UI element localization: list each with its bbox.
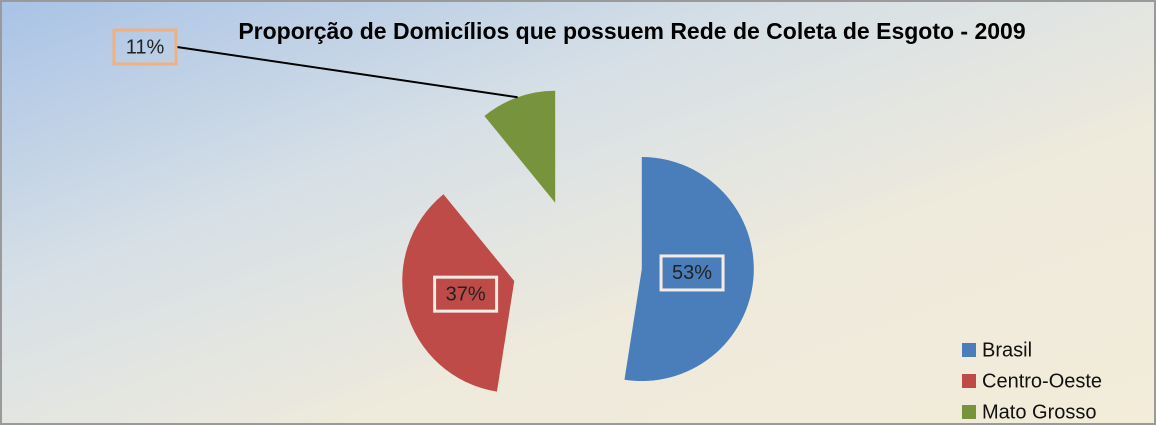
legend-swatch bbox=[962, 374, 976, 388]
label-box bbox=[433, 275, 499, 313]
legend-swatch bbox=[962, 343, 976, 357]
label-box bbox=[659, 254, 725, 292]
legend-label: Brasil bbox=[982, 339, 1032, 361]
pie-slice bbox=[484, 90, 556, 203]
data-label: 53% bbox=[672, 262, 712, 284]
chart-title: Proporção de Domicílios que possuem Rede… bbox=[238, 18, 1026, 44]
pie-slice bbox=[402, 194, 515, 392]
data-label: 37% bbox=[446, 283, 486, 305]
label-box bbox=[112, 28, 178, 66]
legend-swatch bbox=[962, 405, 976, 419]
pie-slice bbox=[624, 157, 754, 382]
legend-label: Mato Grosso bbox=[982, 401, 1096, 423]
legend-label: Centro-Oeste bbox=[982, 370, 1102, 392]
leader-line bbox=[176, 46, 518, 99]
data-label: 11% bbox=[126, 36, 165, 58]
